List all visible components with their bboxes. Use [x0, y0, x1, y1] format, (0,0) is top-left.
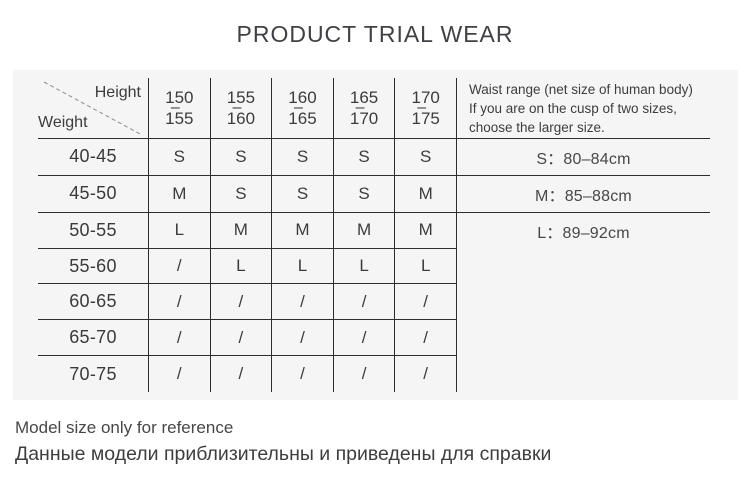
table-row: 40-45 S S S S S S：80–84cm [38, 139, 710, 176]
size-cell: / [394, 356, 456, 393]
range-dash: – [355, 99, 365, 116]
height-range-cell: 165 – 170 [332, 78, 395, 138]
weight-cell: 65-70 [38, 320, 148, 357]
height-to: 175 [411, 109, 440, 128]
size-cell: / [394, 320, 456, 357]
size-cell: / [271, 356, 333, 393]
waist-range-cell [455, 248, 710, 285]
size-cell: M [209, 212, 272, 249]
size-cell: / [271, 284, 333, 321]
height-from: 150 [165, 88, 194, 107]
size-cell: / [332, 284, 395, 321]
size-chart-panel: Height Weight 150 – 155 155 – 160 160 – … [13, 70, 738, 400]
size-cell: M [394, 175, 456, 212]
range-dash: – [417, 99, 427, 116]
size-cell: S [394, 139, 456, 175]
height-from: 165 [349, 88, 379, 107]
weight-cell: 60-65 [38, 284, 148, 321]
waist-range-cell [455, 284, 710, 321]
size-table: Height Weight 150 – 155 155 – 160 160 – … [38, 78, 710, 393]
waist-note-line: Waist range (net size of human body) [468, 82, 693, 97]
waist-range-cell: S：80–84cm [455, 139, 710, 175]
waist-note: Waist range (net size of human body) If … [455, 78, 710, 138]
size-cell: / [332, 320, 395, 357]
size-cell: S [209, 175, 272, 212]
height-from: 170 [411, 88, 440, 107]
range-dash: – [232, 99, 242, 116]
size-cell: S [271, 175, 333, 212]
size-cell: M [271, 212, 333, 249]
footnote-english: Model size only for reference [15, 418, 234, 437]
footnote-russian: Данные модели приблизительны и приведены… [15, 443, 552, 465]
size-cell: / [394, 284, 456, 321]
size-cell: / [332, 356, 395, 393]
waist-range-cell [455, 356, 710, 393]
diagonal-line [43, 81, 143, 136]
weight-cell: 55-60 [38, 249, 148, 285]
size-cell: L [394, 248, 456, 285]
weight-cell: 50-55 [38, 213, 148, 249]
waist-range-cell: M：85–88cm [455, 175, 710, 212]
size-cell: S [148, 139, 210, 175]
size-cell: S [332, 175, 395, 212]
weight-cell: 40-45 [69, 146, 117, 167]
table-row: 50-55 L M M M M L：89–92cm [38, 212, 710, 249]
table-row: 60-65 / / / / / [38, 284, 710, 321]
height-to: 160 [226, 109, 256, 128]
height-from: 155 [226, 88, 256, 107]
waist-range-cell: L：89–92cm [455, 212, 710, 249]
height-range-cell: 150 – 155 [148, 78, 210, 138]
size-cell: L [209, 248, 272, 285]
height-range-cell: 170 – 175 [394, 78, 456, 138]
size-cell: / [271, 320, 333, 357]
range-dash: – [294, 99, 303, 116]
waist-range-cell [455, 320, 710, 357]
height-to: 170 [349, 109, 379, 128]
height-from: 160 [288, 88, 317, 107]
range-dash: – [170, 99, 180, 116]
size-cell: L [271, 248, 333, 285]
height-axis-label: Height [94, 84, 141, 101]
size-cell: / [148, 248, 210, 285]
size-cell: M [394, 212, 456, 249]
table-row: 65-70 / / / / / [38, 320, 710, 357]
height-to: 155 [165, 109, 194, 128]
size-cell: M [148, 175, 210, 212]
size-cell: L [332, 248, 395, 285]
table-header-row: Height Weight 150 – 155 155 – 160 160 – … [38, 78, 710, 139]
height-to: 165 [288, 109, 317, 128]
corner-cell: Height Weight [38, 78, 148, 138]
size-cell: S [332, 139, 395, 175]
weight-cell: 45-50 [69, 183, 117, 204]
size-cell: L [148, 212, 210, 249]
size-cell: / [209, 284, 272, 321]
page-title: PRODUCT TRIAL WEAR [236, 21, 514, 47]
waist-note-line: choose the larger size. [468, 120, 605, 135]
size-cell: / [209, 356, 272, 393]
size-cell: S [209, 139, 272, 175]
waist-note-line: If you are on the cusp of two sizes, [468, 101, 677, 116]
weight-axis-label: Weight [38, 114, 88, 131]
weight-cell: 70-75 [69, 363, 117, 384]
size-cell: S [271, 139, 333, 175]
size-cell: M [332, 212, 395, 249]
height-range-cell: 160 – 165 [271, 78, 333, 138]
size-cell: / [148, 284, 210, 321]
size-cell: / [209, 320, 272, 357]
table-row: 45-50 M S S S M M：85–88cm [38, 175, 710, 213]
height-range-cell: 155 – 160 [209, 78, 272, 138]
table-row: 55-60 / L L L L [38, 248, 710, 285]
size-cell: / [148, 356, 210, 393]
size-cell: / [148, 320, 210, 357]
table-row: 70-75 / / / / / [38, 356, 710, 393]
